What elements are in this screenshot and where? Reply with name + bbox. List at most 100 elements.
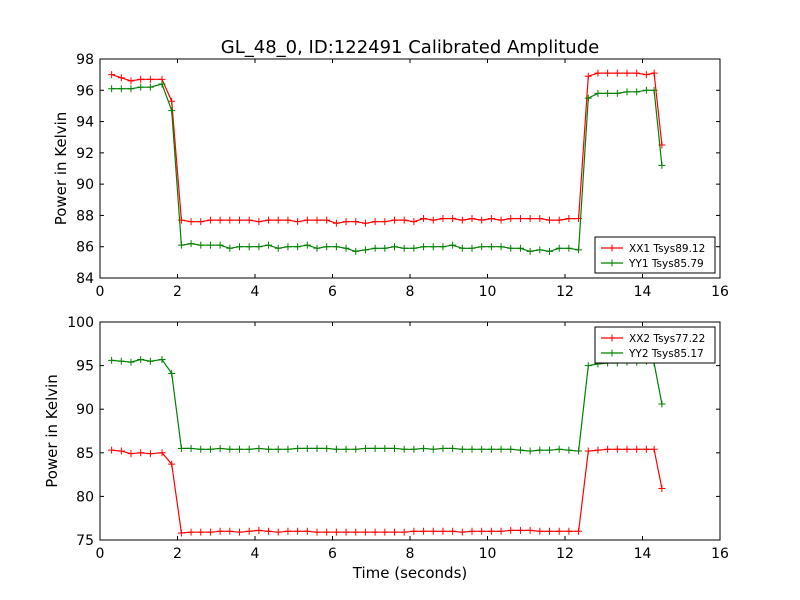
data-point (168, 460, 176, 468)
data-point (137, 75, 145, 83)
y-tick-label: 88 (76, 208, 94, 224)
data-point (642, 71, 650, 79)
x-axis-label: Time (seconds) (352, 564, 468, 582)
data-point (361, 528, 369, 536)
data-point (526, 447, 534, 455)
data-point (623, 445, 631, 453)
x-tick-label: 16 (711, 284, 729, 300)
data-point (127, 77, 135, 85)
data-point (526, 526, 534, 534)
data-point (400, 528, 408, 536)
data-point (650, 445, 658, 453)
data-point (352, 528, 360, 536)
data-point (391, 528, 398, 536)
y-tick-label: 80 (76, 489, 94, 505)
data-point (391, 444, 398, 452)
data-point (429, 243, 437, 251)
data-point (117, 447, 125, 455)
data-point (236, 243, 243, 251)
data-point (633, 88, 641, 96)
legend-marker (608, 334, 616, 342)
data-point (226, 216, 234, 224)
data-point (410, 218, 418, 226)
data-point (158, 355, 166, 363)
data-point (216, 444, 224, 452)
y-tick-label: 94 (76, 115, 94, 131)
data-point (449, 241, 457, 249)
data-point (381, 444, 389, 452)
legend-label: XX1 Tsys89.12 (629, 243, 705, 255)
data-point (594, 89, 602, 97)
data-point (623, 88, 631, 96)
data-point (604, 69, 612, 77)
data-point (108, 85, 116, 93)
data-point (108, 71, 116, 79)
data-point (168, 97, 176, 105)
legend: XX1 Tsys89.12 YY1 Tsys85.79 (594, 236, 716, 274)
data-point (236, 528, 243, 536)
top-plot: 0 2 4 6 8 10 12 14 16 84 86 88 90 92 94 96 98 Power in Ke… (52, 52, 729, 300)
data-point (400, 445, 408, 453)
data-point (117, 357, 125, 365)
x-tick-label: 4 (251, 546, 260, 562)
data-point (226, 527, 234, 535)
data-point (274, 528, 282, 536)
x-tick-label: 14 (634, 284, 652, 300)
data-point (361, 444, 369, 452)
data-point (226, 445, 234, 453)
data-point (516, 526, 524, 534)
data-point (332, 528, 340, 536)
data-point (458, 244, 466, 252)
data-point (516, 244, 524, 252)
y-tick-label: 90 (76, 402, 94, 418)
data-point (206, 241, 214, 249)
data-point (633, 69, 641, 77)
data-point (391, 243, 398, 251)
data-point (594, 69, 602, 77)
data-point (410, 527, 418, 535)
legend-label: YY1 Tsys85.79 (628, 258, 704, 270)
y-tick-label: 84 (76, 271, 94, 287)
data-point (284, 216, 292, 224)
data-point (371, 244, 379, 252)
data-point (468, 445, 476, 453)
data-point (226, 244, 234, 252)
data-point (478, 445, 486, 453)
data-point (613, 69, 621, 77)
data-point (565, 244, 573, 252)
x-tick-label: 4 (251, 284, 260, 300)
data-point (439, 243, 447, 251)
data-point (255, 243, 263, 251)
data-point (323, 216, 331, 224)
data-point (127, 450, 135, 458)
data-point (604, 89, 612, 97)
y-tick-label: 85 (76, 446, 94, 462)
data-point (294, 218, 302, 226)
data-point (108, 356, 116, 364)
data-point (497, 445, 505, 453)
data-point (127, 85, 135, 93)
data-point (449, 215, 457, 223)
data-point (342, 445, 350, 453)
data-point (526, 215, 534, 223)
data-point (658, 485, 666, 493)
data-point (420, 243, 428, 251)
data-point (245, 527, 253, 535)
data-point (177, 444, 185, 452)
data-point (255, 444, 263, 452)
data-point (468, 244, 476, 252)
data-point (642, 86, 650, 94)
data-point (507, 215, 515, 223)
data-point (516, 446, 524, 454)
data-point (507, 445, 515, 453)
y-tick-label: 95 (76, 359, 94, 375)
data-point (536, 215, 544, 223)
data-point (429, 445, 437, 453)
data-point (478, 243, 486, 251)
data-point (546, 527, 553, 535)
x-tick-label: 6 (328, 284, 337, 300)
data-point (478, 527, 486, 535)
data-point (613, 445, 621, 453)
data-point (294, 444, 302, 452)
